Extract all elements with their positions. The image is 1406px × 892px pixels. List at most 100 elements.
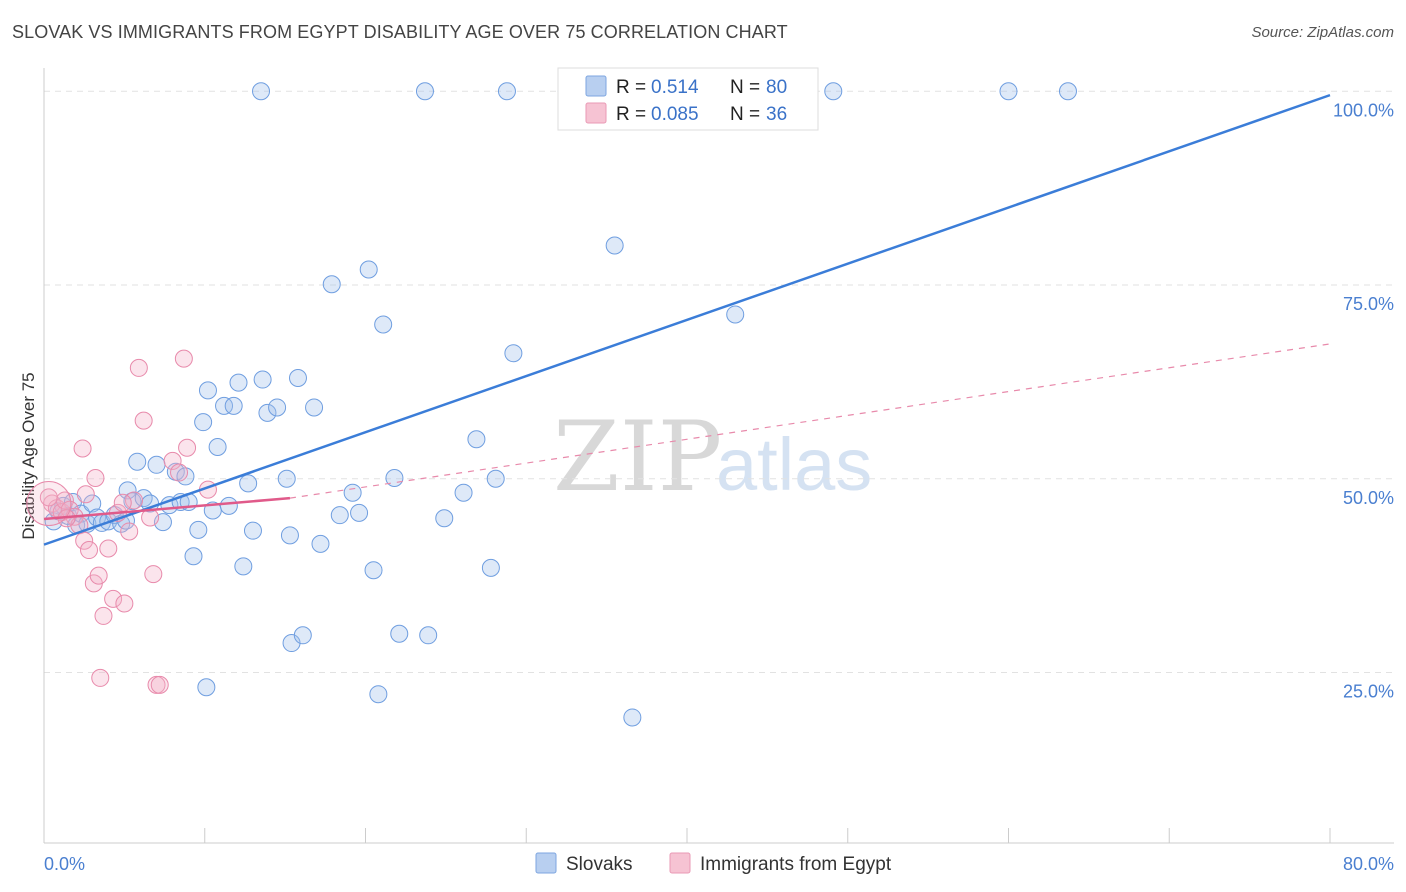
watermark-zip: ZIP [553, 401, 722, 513]
point-slovaks [605, 236, 624, 255]
point-egypt [120, 522, 139, 541]
point-slovaks [268, 398, 287, 417]
point-slovaks [486, 469, 505, 488]
point-slovaks [234, 557, 253, 576]
bottom-legend-swatch-slovaks [535, 852, 557, 874]
point-slovaks [467, 430, 486, 449]
x-ticks [43, 828, 1331, 843]
point-slovaks [208, 437, 227, 456]
point-slovaks [824, 82, 843, 101]
point-slovaks [239, 474, 258, 493]
point-slovaks [277, 469, 296, 488]
point-slovaks [305, 398, 324, 417]
y-tick-label: 25.0% [1343, 682, 1394, 702]
point-slovaks [311, 534, 330, 553]
point-slovaks [258, 403, 277, 422]
y-tick-label: 50.0% [1343, 488, 1394, 508]
point-egypt [115, 594, 134, 613]
point-egypt [99, 539, 118, 558]
point-slovaks [481, 558, 500, 577]
point-egypt [104, 589, 123, 608]
point-egypt [91, 668, 110, 687]
point-slovaks [128, 452, 147, 471]
point-slovaks [504, 344, 523, 363]
legend-swatch-egypt [585, 102, 607, 124]
point-slovaks [435, 509, 454, 528]
legend-n-label-slovaks: N = [730, 77, 760, 98]
trend-line-egypt-extension [289, 343, 1331, 499]
legend-n-label-egypt: N = [730, 104, 760, 125]
x-tick-label-max: 80.0% [1343, 854, 1394, 874]
point-slovaks [1058, 82, 1077, 101]
trend-line-slovaks [43, 93, 1331, 546]
point-egypt [170, 463, 189, 482]
point-slovaks [623, 708, 642, 727]
watermark-atlas: atlas [716, 423, 872, 506]
series-legend: Slovaks Immigrants from Egypt [535, 852, 892, 875]
y-tick-label: 100.0% [1333, 100, 1394, 120]
point-slovaks [229, 373, 248, 392]
point-slovaks [374, 315, 393, 334]
legend-r-label-slovaks: R = [616, 77, 646, 98]
point-egypt [86, 468, 105, 487]
point-slovaks [390, 624, 409, 643]
point-slovaks [123, 492, 142, 511]
point-slovaks [189, 520, 208, 539]
point-slovaks [253, 370, 272, 389]
legend-n-value-slovaks: 80 [766, 77, 787, 98]
point-slovaks [359, 260, 378, 279]
point-slovaks [184, 547, 203, 566]
y-axis-label: Disability Age Over 75 [19, 372, 38, 539]
point-slovaks [454, 483, 473, 502]
point-egypt [73, 439, 92, 458]
point-slovaks [415, 82, 434, 101]
point-slovaks [369, 685, 388, 704]
source-label: Source: ZipAtlas.com [1251, 24, 1394, 41]
point-egypt [178, 438, 197, 457]
point-slovaks [197, 678, 216, 697]
point-slovaks [280, 526, 299, 545]
point-egypt [113, 493, 132, 512]
point-slovaks [322, 275, 341, 294]
gridlines [44, 90, 1394, 673]
point-slovaks [330, 506, 349, 525]
point-egypt [150, 675, 169, 694]
point-egypt [174, 349, 193, 368]
point-slovaks [194, 413, 213, 432]
point-slovaks [350, 503, 369, 522]
point-slovaks [83, 494, 102, 513]
series-slovaks [44, 82, 1077, 727]
point-egypt [144, 565, 163, 584]
point-egypt [89, 566, 108, 585]
point-slovaks [419, 626, 438, 645]
y-tick-labels: 25.0% 50.0% 75.0% 100.0% [1333, 100, 1394, 701]
point-slovaks [364, 561, 383, 580]
trend-lines [43, 93, 1331, 546]
point-slovaks [219, 496, 238, 515]
legend-swatch-slovaks [585, 75, 607, 97]
point-slovaks [224, 396, 243, 415]
point-egypt [75, 531, 94, 550]
stats-legend: R = 0.514 N = 80 R = 0.085 N = 36 [557, 67, 819, 131]
point-slovaks [243, 521, 262, 540]
point-egypt [134, 411, 153, 430]
point-slovaks [497, 82, 516, 101]
chart-title: SLOVAK VS IMMIGRANTS FROM EGYPT DISABILI… [12, 22, 788, 42]
point-slovaks [343, 483, 362, 502]
point-egypt [76, 485, 95, 504]
point-slovaks [215, 396, 234, 415]
trend-line-egypt [43, 496, 291, 521]
point-egypt [129, 358, 148, 377]
point-slovaks [252, 82, 271, 101]
point-egypt [80, 541, 99, 560]
bottom-legend-label-egypt: Immigrants from Egypt [700, 854, 892, 875]
point-slovaks [147, 455, 166, 474]
point-slovaks [198, 381, 217, 400]
legend-r-label-egypt: R = [616, 104, 646, 125]
bottom-legend-label-slovaks: Slovaks [566, 854, 633, 875]
point-egypt [39, 488, 58, 507]
point-slovaks [293, 626, 312, 645]
legend-r-value-egypt: 0.085 [651, 104, 699, 125]
point-egypt [163, 451, 182, 470]
